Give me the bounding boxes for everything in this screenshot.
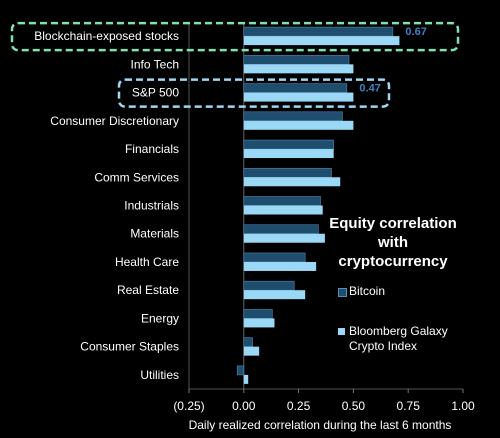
x-tick-label: 0.75 bbox=[397, 399, 421, 413]
bar-bitcoin-utilities bbox=[236, 365, 245, 376]
x-tick-label: 1.00 bbox=[451, 399, 475, 413]
bar-bitcoin-blockchain-exposed-stocks bbox=[243, 26, 394, 37]
category-label-consumer-staples: Consumer Staples bbox=[80, 340, 179, 354]
category-label-comm-services: Comm Services bbox=[94, 170, 179, 184]
bar-bloomberg-galaxy-crypto-index-materials bbox=[243, 233, 325, 243]
x-tick-label: 0.50 bbox=[342, 399, 366, 413]
highlight-box-blockchain-exposed-stocks bbox=[10, 21, 460, 52]
category-label-materials: Materials bbox=[130, 227, 179, 241]
highlight-box-sandp-500 bbox=[117, 78, 391, 108]
category-label-financials: Financials bbox=[125, 142, 179, 156]
legend-swatch-crypto-index bbox=[338, 328, 345, 335]
category-label-energy: Energy bbox=[141, 311, 179, 325]
category-label-consumer-discretionary: Consumer Discretionary bbox=[50, 114, 179, 128]
bar-bloomberg-galaxy-crypto-index-industrials bbox=[243, 205, 323, 215]
bar-bloomberg-galaxy-crypto-index-blockchain-exposed-stocks bbox=[243, 36, 400, 46]
bar-bloomberg-galaxy-crypto-index-real-estate bbox=[243, 290, 306, 300]
bar-bitcoin-energy bbox=[243, 309, 273, 319]
category-label-utilities: Utilities bbox=[140, 368, 179, 382]
bar-bitcoin-consumer-staples bbox=[243, 337, 253, 347]
legend-label-bitcoin: Bitcoin bbox=[349, 284, 386, 298]
legend-title: Equity correlation with cryptocurrency bbox=[329, 215, 457, 270]
bar-bitcoin-sandp-500 bbox=[243, 83, 348, 93]
annotation-value-sandp-500: 0.47 bbox=[359, 83, 380, 95]
bar-bloomberg-galaxy-crypto-index-financials bbox=[243, 149, 334, 159]
bar-bloomberg-galaxy-crypto-index-consumer-discretionary bbox=[243, 120, 354, 130]
category-label-industrials: Industrials bbox=[124, 199, 179, 213]
bar-bitcoin-real-estate bbox=[243, 280, 295, 291]
bar-bloomberg-galaxy-crypto-index-consumer-staples bbox=[243, 346, 260, 356]
x-tick-label: 0.00 bbox=[232, 399, 256, 413]
bar-bitcoin-comm-services bbox=[243, 167, 332, 178]
bar-bloomberg-galaxy-crypto-index-sandp-500 bbox=[243, 92, 354, 102]
legend-label-crypto-index: Bloomberg Galaxy Crypto Index bbox=[349, 324, 448, 353]
category-label-real-estate: Real Estate bbox=[117, 283, 179, 297]
bar-bitcoin-industrials bbox=[243, 196, 321, 206]
bar-bloomberg-galaxy-crypto-index-info-tech bbox=[243, 64, 354, 74]
x-axis-title: Daily realized correlation during the la… bbox=[189, 418, 452, 432]
bar-bitcoin-health-care bbox=[243, 252, 306, 263]
category-label-sandp-500: S&P 500 bbox=[132, 86, 179, 100]
x-tick-label: (0.25) bbox=[173, 399, 204, 413]
legend-swatch-bitcoin bbox=[338, 288, 347, 297]
annotation-value-blockchain-exposed-stocks: 0.67 bbox=[405, 26, 426, 38]
category-label-health-care: Health Care bbox=[115, 255, 179, 269]
bar-bitcoin-consumer-discretionary bbox=[243, 111, 343, 122]
bar-bloomberg-galaxy-crypto-index-utilities bbox=[243, 374, 249, 384]
bar-bloomberg-galaxy-crypto-index-health-care bbox=[243, 261, 317, 271]
x-tick-label: 0.25 bbox=[287, 399, 311, 413]
bar-bloomberg-galaxy-crypto-index-comm-services bbox=[243, 177, 341, 187]
category-label-blockchain-exposed-stocks: Blockchain-exposed stocks bbox=[34, 29, 179, 43]
category-label-info-tech: Info Tech bbox=[131, 57, 179, 71]
bar-bitcoin-info-tech bbox=[243, 55, 350, 65]
bar-bitcoin-materials bbox=[243, 224, 319, 235]
bar-bloomberg-galaxy-crypto-index-energy bbox=[243, 318, 275, 328]
bar-bitcoin-financials bbox=[243, 139, 334, 150]
